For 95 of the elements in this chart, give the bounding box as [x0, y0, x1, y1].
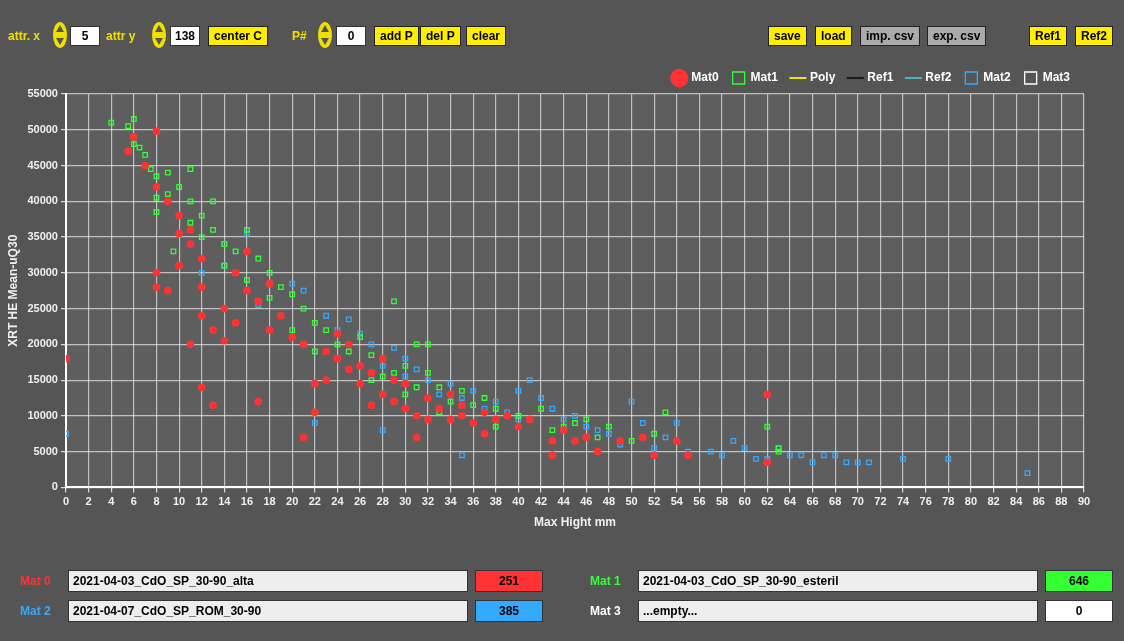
text: 0: [336, 26, 366, 46]
y-tick-label: 0: [51, 480, 58, 493]
text: 251: [475, 570, 543, 592]
x-tick-label: 78: [942, 495, 955, 508]
x-tick-label: 86: [1032, 495, 1045, 508]
text: center C: [208, 26, 269, 46]
x-tick-label: 76: [919, 495, 932, 508]
x-tick-label: 18: [263, 495, 276, 508]
x-tick-label: 8: [153, 495, 160, 508]
x-tick-label: 30: [399, 495, 412, 508]
y-tick-label: 45000: [27, 158, 58, 171]
text: attr y: [106, 28, 136, 45]
text: add P: [374, 26, 419, 46]
x-tick-label: 12: [195, 495, 208, 508]
text: Mat 1: [590, 573, 622, 590]
text: save: [768, 26, 807, 46]
x-tick-label: 4: [108, 495, 116, 508]
x-tick-label: 84: [1010, 495, 1024, 508]
x-tick-label: 24: [331, 495, 345, 508]
x-tick-label: 2: [85, 495, 92, 508]
x-tick-label: 16: [240, 495, 254, 508]
x-tick-label: 22: [308, 495, 321, 508]
text: ...empty...: [638, 600, 1038, 622]
x-tick-label: 28: [376, 495, 389, 508]
x-tick-label: 10: [172, 495, 186, 508]
y-tick-label: 40000: [27, 194, 58, 207]
text: 2021-04-03_CdO_SP_30-90_alta: [68, 570, 468, 592]
text: 385: [475, 600, 543, 622]
y-axis-title: XRT HE Mean-uQ30: [5, 234, 20, 347]
x-tick-label: 26: [353, 495, 367, 508]
text: 5: [70, 26, 100, 46]
text: del P: [420, 26, 461, 46]
y-tick-label: 10000: [27, 408, 58, 421]
legend-label: Ref1: [867, 70, 894, 85]
y-tick-label: 50000: [27, 122, 58, 135]
x-tick-label: 36: [467, 495, 480, 508]
x-tick-label: 54: [670, 495, 684, 508]
x-axis-title: Max Hight mm: [533, 515, 616, 530]
y-tick-label: 55000: [27, 87, 58, 100]
text: exp. csv: [927, 26, 987, 46]
y-tick-label: 20000: [27, 337, 58, 350]
text: attr. x: [8, 28, 41, 45]
x-tick-label: 72: [874, 495, 887, 508]
x-tick-label: 6: [130, 495, 137, 508]
x-tick-label: 38: [489, 495, 502, 508]
x-tick-label: 44: [557, 495, 571, 508]
y-tick-label: 5000: [33, 444, 58, 457]
text: 2021-04-07_CdO_SP_ROM_30-90: [68, 600, 468, 622]
text: clear: [466, 26, 507, 46]
x-tick-label: 90: [1077, 495, 1091, 508]
x-tick-label: 64: [783, 495, 797, 508]
text: Mat 2: [20, 603, 52, 620]
x-tick-label: 88: [1055, 495, 1068, 508]
text: 0: [1045, 600, 1113, 622]
x-tick-label: 60: [738, 495, 751, 508]
x-tick-label: 14: [218, 495, 232, 508]
x-tick-label: 42: [534, 495, 548, 508]
text: P#: [292, 28, 307, 45]
x-tick-label: 66: [806, 495, 819, 508]
x-tick-label: 52: [648, 495, 661, 508]
legend-label: Mat1: [750, 70, 779, 85]
text: imp. csv: [860, 26, 921, 46]
text: 646: [1045, 570, 1113, 592]
x-tick-label: 62: [761, 495, 774, 508]
text: 138: [170, 26, 200, 46]
x-tick-label: 34: [444, 495, 458, 508]
x-tick-label: 20: [286, 495, 299, 508]
x-tick-label: 48: [602, 495, 616, 508]
x-tick-label: 32: [421, 495, 435, 508]
text: 2021-04-03_CdO_SP_30-90_esteril: [638, 570, 1038, 592]
x-tick-label: 80: [964, 495, 978, 508]
x-tick-label: 0: [62, 495, 70, 508]
y-tick-label: 25000: [27, 301, 58, 314]
legend-label: Ref2: [925, 70, 952, 85]
x-tick-label: 68: [829, 495, 842, 508]
legend-label: Mat2: [983, 70, 1011, 85]
legend-label: Mat3: [1042, 70, 1071, 85]
y-tick-label: 15000: [27, 373, 58, 386]
x-tick-label: 46: [580, 495, 593, 508]
y-tick-label: 35000: [27, 230, 58, 243]
x-tick-label: 74: [896, 495, 911, 508]
x-tick-label: 40: [512, 495, 525, 508]
x-tick-label: 58: [715, 495, 729, 508]
text: Ref2: [1075, 26, 1114, 46]
legend-label: Poly: [809, 70, 836, 85]
text: Mat 3: [590, 603, 622, 620]
y-tick-label: 30000: [27, 265, 58, 278]
x-tick-label: 56: [693, 495, 706, 508]
x-tick-label: 82: [987, 495, 1000, 508]
text: Ref1: [1029, 26, 1068, 46]
x-tick-label: 50: [625, 495, 638, 508]
text: Mat 0: [20, 573, 52, 590]
legend-label: Mat0: [691, 70, 719, 85]
x-tick-label: 70: [851, 495, 864, 508]
text: load: [815, 26, 852, 46]
